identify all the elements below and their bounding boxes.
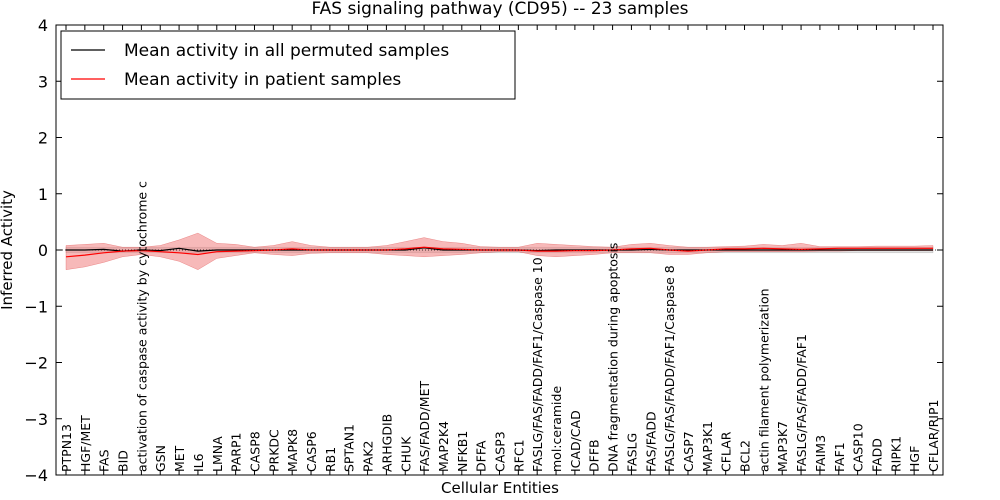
x-tick-label: PTPN13: [59, 424, 74, 472]
x-tick-label: CFLAR/RIP1: [926, 400, 941, 472]
x-tick-label: FADD: [870, 438, 885, 472]
x-tick-label: MET: [172, 445, 187, 472]
y-tick-label: 0: [38, 241, 48, 260]
x-tick-label: SPTAN1: [342, 424, 357, 472]
x-tick-label: PAK2: [361, 441, 376, 472]
x-tick-label: ARHGDIB: [379, 414, 394, 472]
x-tick-label: FASLG: [624, 433, 639, 472]
x-tick-label: CHUK: [398, 436, 413, 472]
x-tick-label: MAPK8: [285, 429, 300, 472]
x-tick-label: RFC1: [511, 439, 526, 472]
x-tick-label: HGF: [907, 446, 922, 472]
y-tick-label: 3: [38, 72, 48, 91]
y-tick-label: −1: [24, 297, 48, 316]
x-tick-label: CASP6: [304, 431, 319, 472]
legend-label-permuted: Mean activity in all permuted samples: [124, 41, 449, 61]
x-tick-label: CASP10: [851, 423, 866, 472]
x-tick-label: FAS: [97, 449, 112, 472]
x-tick-label: FASLG/FAS/FADD/FAF1: [794, 334, 809, 472]
y-tick-label: 2: [38, 129, 48, 148]
x-axis-label: Cellular Entities: [441, 479, 559, 497]
x-tick-label: MAP2K4: [436, 421, 451, 472]
line-series-1: [65, 246, 933, 258]
x-tick-label: DFFA: [474, 440, 489, 472]
y-axis-label: Inferred Activity: [0, 190, 16, 310]
x-tick-label: CASP3: [493, 431, 508, 472]
x-tick-label: BCL2: [738, 440, 753, 472]
y-tick-label: 1: [38, 185, 48, 204]
x-tick-label: FAIM3: [813, 435, 828, 472]
legend: Mean activity in all permuted samples Me…: [60, 30, 516, 100]
x-tick-label: ICAD/CAD: [568, 410, 583, 472]
x-tick-label: FAS/FADD: [643, 411, 658, 472]
chart-title: FAS signaling pathway (CD95) -- 23 sampl…: [311, 0, 688, 19]
y-tick-label: −2: [24, 354, 48, 373]
x-tick-label: activation of caspase activity by cytoch…: [134, 181, 149, 472]
x-tick-label: FAF1: [832, 442, 847, 472]
x-tick-label: HGF/MET: [78, 415, 93, 472]
x-tick-label: FASLG/FAS/FADD/FAF1/Caspase 8: [662, 265, 677, 472]
x-tick-label: GSN: [153, 445, 168, 472]
x-tick-label: FAS/FADD/MET: [417, 381, 432, 472]
x-tick-label: DNA fragmentation during apoptosis: [606, 243, 621, 472]
x-tick-label: CASP7: [681, 431, 696, 472]
x-tick-label: LMNA: [210, 436, 225, 472]
x-tick-label: mol:ceramide: [549, 386, 564, 472]
x-tick-label: NFKB1: [455, 431, 470, 472]
x-tick-label: BID: [116, 450, 131, 472]
x-tick-label: DFFB: [587, 439, 602, 472]
x-tick-label: CFLAR: [719, 431, 734, 472]
x-tick-label: MAP3K7: [775, 421, 790, 472]
legend-label-patient: Mean activity in patient samples: [124, 70, 401, 90]
y-tick-label: 4: [38, 16, 48, 35]
x-tick-label: IL6: [191, 453, 206, 472]
x-tick-label: MAP3K1: [700, 421, 715, 472]
x-tick-label: PRKDC: [266, 429, 281, 472]
x-tick-label: RB1: [323, 447, 338, 472]
x-tick-label: FASLG/FAS/FADD/FAF1/Caspase 10: [530, 257, 545, 472]
y-tick-label: −4: [24, 466, 48, 485]
x-tick-label: RIPK1: [888, 436, 903, 472]
x-tick-label: PARP1: [229, 433, 244, 472]
legend-box: [60, 30, 516, 100]
y-tick-label: −3: [24, 410, 48, 429]
x-tick-label: actin filament polymerization: [756, 288, 771, 472]
x-tick-label: CASP8: [248, 431, 263, 472]
